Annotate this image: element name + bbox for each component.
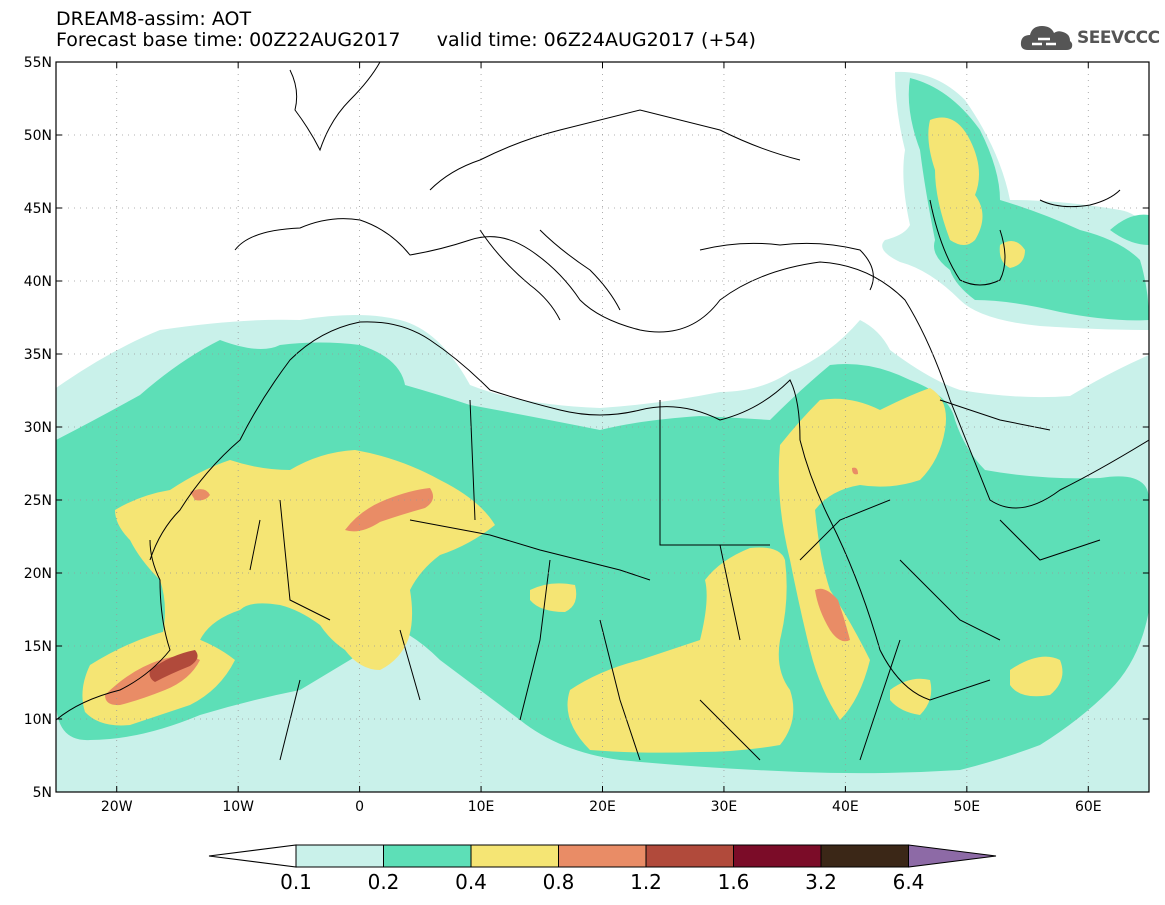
lat-tick-label: 35N	[24, 347, 52, 363]
colorbar-box	[558, 844, 647, 868]
colorbar-box	[470, 844, 559, 868]
colorbar-label: 1.2	[630, 870, 662, 894]
lat-tick-label: 15N	[24, 639, 52, 655]
colorbar-arrow-high	[908, 844, 997, 868]
logo-text: SEEVCCC	[1077, 28, 1160, 48]
lat-tick-label: 10N	[24, 712, 52, 728]
lat-tick-label: 50N	[24, 128, 52, 144]
longitude-axis: 20W 10W 0 10E 20E 30E 40E 50E 60E	[101, 62, 1102, 815]
lon-tick-label: 60E	[1075, 799, 1102, 815]
colorbar-label: 0.1	[280, 870, 312, 894]
colorbar-box	[820, 844, 909, 868]
cloud-icon	[1020, 26, 1073, 50]
latitude-axis: 55N 50N 45N 40N 35N 30N 25N 20N 15N 10N 5N	[24, 55, 1149, 801]
lon-tick-label: 10E	[468, 799, 495, 815]
lat-tick-label: 20N	[24, 566, 52, 582]
map-grid	[56, 62, 1149, 792]
colorbar-box	[733, 844, 822, 868]
colorbar-label: 0.4	[455, 870, 487, 894]
lon-tick-label: 20E	[589, 799, 616, 815]
lat-tick-label: 5N	[33, 785, 52, 801]
map-title: DREAM8-assim: AOT	[56, 8, 252, 30]
colorbar-box	[295, 844, 384, 868]
lat-tick-label: 55N	[24, 55, 52, 71]
lon-tick-label: 10W	[222, 799, 254, 815]
aot-level-1.2	[149, 650, 198, 682]
colorbar-label: 0.8	[543, 870, 575, 894]
colorbar-box	[383, 844, 472, 868]
colorbar-box	[645, 844, 734, 868]
colorbar-label: 1.6	[718, 870, 750, 894]
seevccc-logo: SEEVCCC	[1018, 22, 1160, 54]
lat-tick-label: 45N	[24, 201, 52, 217]
lat-tick-label: 40N	[24, 274, 52, 290]
colorbar-label: 6.4	[893, 870, 925, 894]
lat-tick-label: 25N	[24, 493, 52, 509]
lon-tick-label: 30E	[711, 799, 738, 815]
lon-tick-label: 50E	[953, 799, 980, 815]
colorbar-label: 3.2	[805, 870, 837, 894]
colorbar-label: 0.2	[368, 870, 400, 894]
colorbar-arrow-low	[208, 844, 297, 868]
lon-tick-label: 0	[355, 799, 364, 815]
coastlines	[56, 62, 1149, 761]
colorbar: 0.1 0.2 0.4 0.8 1.2 1.6 3.2 6.4	[208, 844, 997, 894]
map-subtitle: Forecast base time: 00Z22AUG2017 valid t…	[56, 29, 756, 51]
lon-tick-label: 40E	[832, 799, 859, 815]
lon-tick-label: 20W	[101, 799, 133, 815]
lat-tick-label: 30N	[24, 420, 52, 436]
